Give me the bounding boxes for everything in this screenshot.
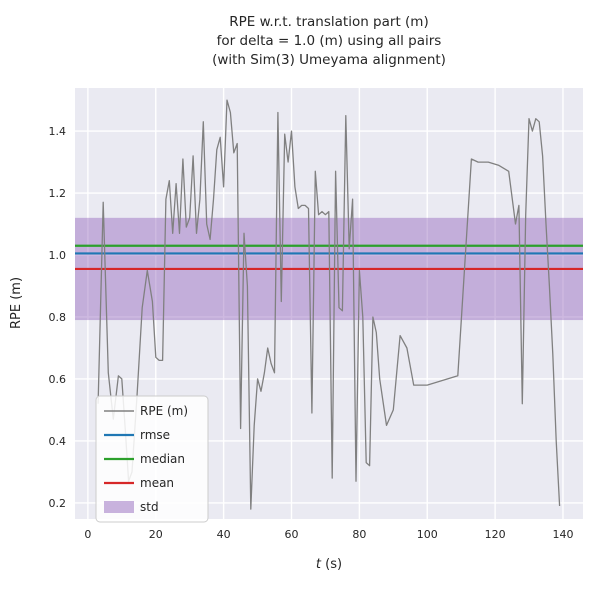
x-tick-labels: 0 20 40 60 80 100 120 140	[84, 528, 573, 541]
y-tick-label: 0.8	[49, 311, 67, 324]
legend-box	[95, 395, 209, 523]
x-axis-label-unit: (s)	[321, 557, 342, 572]
legend-sample-std-patch	[104, 501, 134, 513]
y-tick-label: 0.2	[49, 497, 67, 510]
x-tick-label: 120	[485, 528, 506, 541]
x-tick-label: 40	[217, 528, 231, 541]
chart-title-line3: (with Sim(3) Umeyama alignment)	[212, 52, 446, 68]
rpe-series-line	[97, 99, 561, 510]
x-tick-label: 140	[552, 528, 573, 541]
rpe-line-path	[97, 99, 561, 510]
x-tick-label: 20	[149, 528, 163, 541]
x-tick-label: 0	[84, 528, 91, 541]
y-tick-label: 1.0	[49, 249, 67, 262]
y-tick-label: 0.4	[49, 435, 67, 448]
y-tick-label: 1.4	[49, 125, 67, 138]
legend: RPE (m) rmse median mean std	[95, 395, 209, 523]
legend-label: RPE (m)	[140, 404, 188, 418]
x-tick-label: 100	[417, 528, 438, 541]
legend-label: std	[140, 500, 159, 514]
legend-label: median	[140, 452, 185, 466]
x-tick-label: 80	[352, 528, 366, 541]
x-tick-label: 60	[285, 528, 299, 541]
y-tick-label: 0.6	[49, 373, 67, 386]
y-tick-label: 1.2	[49, 187, 67, 200]
x-axis-label-var: t	[316, 557, 322, 572]
y-tick-labels: 0.2 0.4 0.6 0.8 1.0 1.2 1.4	[49, 125, 67, 510]
grid-lines	[75, 88, 583, 519]
legend-label: rmse	[140, 428, 170, 442]
chart-title-line1: RPE w.r.t. translation part (m)	[229, 14, 428, 30]
y-axis-label: RPE (m)	[9, 277, 24, 329]
legend-label: mean	[140, 476, 174, 490]
x-axis-label: t (s)	[316, 557, 342, 572]
chart-title-line2: for delta = 1.0 (m) using all pairs	[217, 33, 442, 49]
